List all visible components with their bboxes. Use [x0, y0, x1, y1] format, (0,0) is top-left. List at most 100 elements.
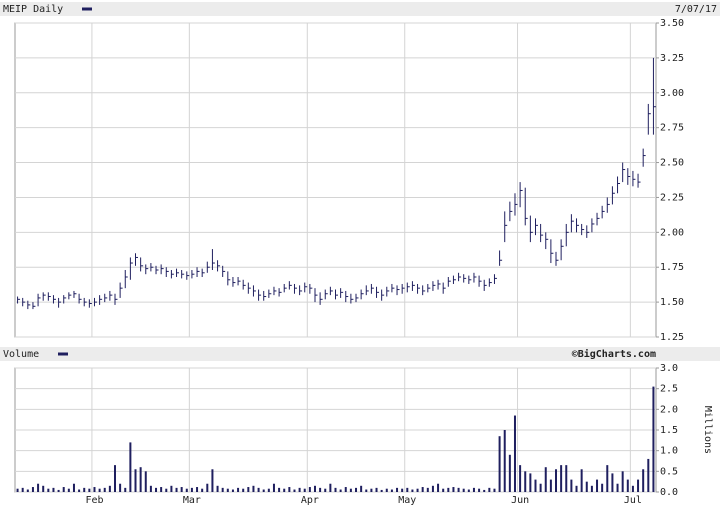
volume-bar	[621, 471, 624, 492]
legend-label: Volume	[3, 349, 39, 360]
header-bar	[0, 347, 720, 361]
volume-bar	[57, 489, 60, 492]
volume-bar	[88, 488, 91, 492]
volume-bar	[308, 487, 311, 492]
y-tick-label: 1.5	[660, 425, 678, 436]
volume-bar	[401, 488, 404, 492]
volume-bar	[242, 488, 245, 492]
volume-bar	[252, 485, 255, 492]
y-tick-label: 1.75	[660, 262, 684, 273]
volume-bar	[360, 485, 363, 492]
volume-bar	[590, 485, 593, 492]
volume-bar	[344, 487, 347, 492]
volume-bar	[385, 488, 388, 492]
x-tick-label: May	[398, 495, 416, 506]
volume-bar	[349, 488, 352, 492]
volume-bar	[483, 489, 486, 492]
legend-label: MEIP Daily	[3, 4, 63, 15]
volume-bar	[288, 487, 291, 492]
volume-bar	[529, 473, 532, 492]
volume-bar	[226, 488, 229, 492]
volume-bar	[231, 489, 234, 492]
y-tick-label: 3.50	[660, 18, 684, 29]
volume-bar	[478, 488, 481, 492]
volume-bar	[42, 485, 45, 492]
volume-bar	[83, 487, 86, 492]
volume-bar	[334, 487, 337, 492]
volume-bar	[237, 487, 240, 492]
volume-bar	[165, 488, 168, 492]
volume-bar	[411, 489, 414, 492]
y-tick-label: 0.0	[660, 487, 678, 498]
y-tick-label: 3.00	[660, 88, 684, 99]
volume-bar	[103, 487, 106, 492]
volume-bar	[642, 469, 645, 492]
volume-bar	[493, 488, 496, 492]
volume-bar	[549, 479, 552, 492]
volume-bar	[211, 469, 214, 492]
volume-bar	[652, 386, 655, 492]
x-tick-label: Apr	[301, 495, 319, 506]
y-tick-label: 1.0	[660, 446, 678, 457]
header-bar	[0, 2, 720, 16]
y-tick-label: 1.50	[660, 297, 684, 308]
volume-bar	[37, 483, 40, 492]
y-tick-label: 3.0	[660, 363, 678, 374]
volume-bar	[498, 436, 501, 492]
volume-bar	[365, 489, 368, 492]
volume-bar	[160, 487, 163, 492]
volume-bar	[196, 487, 199, 492]
volume-bar	[93, 487, 96, 492]
volume-bar	[313, 485, 316, 492]
volume-bar	[206, 483, 209, 492]
volume-bar	[180, 487, 183, 492]
volume-bar	[626, 479, 629, 492]
volume-bar	[585, 481, 588, 492]
volume-bar	[78, 489, 81, 492]
chart-date: 7/07/17	[675, 4, 717, 15]
x-tick-label: Jul	[624, 495, 642, 506]
volume-bar	[513, 415, 516, 492]
volume-bar	[565, 465, 568, 492]
volume-bar	[503, 430, 506, 492]
volume-bar	[555, 469, 558, 492]
volume-bar	[67, 488, 70, 492]
volume-bar	[431, 485, 434, 492]
volume-bar	[139, 467, 142, 492]
volume-bar	[283, 488, 286, 492]
source: ©BigCharts.com	[572, 348, 656, 360]
volume-bar	[606, 465, 609, 492]
volume-bar	[447, 487, 450, 492]
volume-bar	[611, 473, 614, 492]
volume-bar	[519, 465, 522, 492]
volume-bar	[442, 488, 445, 492]
volume-bar	[472, 487, 475, 492]
volume-bar	[267, 488, 270, 492]
volume-bar	[16, 488, 19, 492]
volume-bar	[647, 458, 650, 492]
volume-bar	[149, 485, 152, 492]
x-tick-label: Mar	[183, 495, 201, 506]
y-tick-label: 0.5	[660, 466, 678, 477]
volume-bar	[155, 487, 158, 492]
volume-bar	[524, 471, 527, 492]
volume-bar	[596, 479, 599, 492]
y-tick-label: 2.0	[660, 404, 678, 415]
volume-bar	[113, 465, 116, 492]
volume-bar	[534, 479, 537, 492]
volume-bar	[47, 488, 50, 492]
volume-bar	[570, 479, 573, 492]
volume-bar	[262, 489, 265, 492]
volume-bar	[31, 487, 34, 492]
volume-bar	[396, 487, 399, 492]
y-tick-label: 3.25	[660, 53, 684, 64]
volume-bar	[355, 487, 358, 492]
volume-bar	[52, 487, 55, 492]
volume-bar	[462, 488, 465, 492]
y-tick-label: 2.75	[660, 123, 684, 134]
volume-bar	[560, 465, 563, 492]
volume-bar	[631, 485, 634, 492]
y-tick-label: 2.25	[660, 192, 684, 203]
